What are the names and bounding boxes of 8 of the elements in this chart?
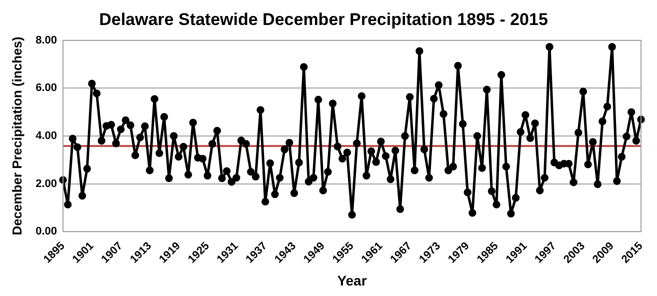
y-tick-label: 2.00: [36, 178, 58, 190]
y-tick-label: 8.00: [36, 34, 58, 46]
y-tick-label: 0.00: [36, 226, 58, 238]
x-axis-title: Year: [337, 272, 368, 288]
y-axis-title: December Precipitation (inches): [9, 36, 24, 236]
y-tick-label: 6.00: [36, 82, 58, 94]
y-tick-label: 4.00: [36, 130, 58, 142]
chart-title: Delaware Statewide December Precipitation 1895 - 2015: [99, 10, 548, 29]
